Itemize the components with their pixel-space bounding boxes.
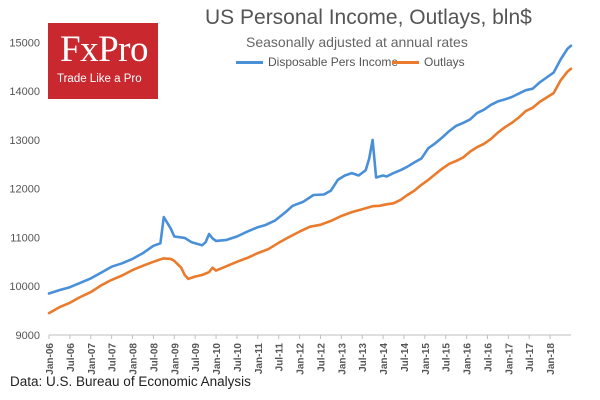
x-tick-label: Jan-06 xyxy=(45,343,56,375)
logo-brand-name: FxPro xyxy=(60,29,148,70)
legend-item-outlays: Outlays xyxy=(392,55,465,69)
logo-tagline: Trade Like a Pro xyxy=(57,73,142,85)
x-tick-label: Jul-13 xyxy=(358,343,369,372)
x-tick-label: Jul-08 xyxy=(149,343,160,372)
series-line-disposable-income xyxy=(47,44,573,295)
x-tick-label: Jul-12 xyxy=(316,343,327,372)
x-tick-label: Jan-18 xyxy=(546,343,557,375)
x-tick-label: Jan-12 xyxy=(296,343,307,375)
x-tick-label: Jul-14 xyxy=(400,343,411,372)
legend-item-income: Disposable Pers Income xyxy=(236,55,398,69)
y-tick-label: 10000 xyxy=(9,281,40,293)
y-tick-label: 9000 xyxy=(16,330,40,342)
x-tick-label: Jan-07 xyxy=(87,343,98,375)
x-tick-label: Jul-09 xyxy=(191,343,202,372)
chart-subtitle: Seasonally adjusted at annual rates xyxy=(246,34,468,50)
x-tick-label: Jan-14 xyxy=(379,343,390,375)
x-tick-label: Jul-16 xyxy=(483,343,494,372)
series-line-outlays xyxy=(47,67,573,315)
x-tick-label: Jul-07 xyxy=(108,343,119,372)
x-tick-label: Jan-16 xyxy=(463,343,474,375)
y-tick-label: 13000 xyxy=(9,135,40,147)
x-tick-label: Jan-08 xyxy=(129,343,140,375)
x-tick-label: Jan-13 xyxy=(337,343,348,375)
chart-title: US Personal Income, Outlays, bln$ xyxy=(205,6,532,29)
legend-swatch-income xyxy=(236,60,263,64)
source-note: Data: U.S. Bureau of Economic Analysis xyxy=(10,374,251,389)
x-tick-label: Jul-06 xyxy=(66,343,77,372)
y-tick-label: 14000 xyxy=(9,86,40,98)
x-tick-label: Jan-15 xyxy=(421,343,432,375)
y-tick-label: 15000 xyxy=(9,37,40,49)
legend-swatch-outlays xyxy=(392,60,419,64)
y-tick-label: 12000 xyxy=(9,184,40,196)
x-tick-label: Jan-11 xyxy=(254,343,265,375)
x-tick-label: Jul-10 xyxy=(233,343,244,372)
x-tick-label: Jul-17 xyxy=(525,343,536,372)
x-tick-label: Jul-11 xyxy=(275,343,286,372)
fxpro-logo: FxPro Trade Like a Pro xyxy=(48,23,158,99)
legend-label-income: Disposable Pers Income xyxy=(268,55,399,69)
legend-label-outlays: Outlays xyxy=(424,55,465,69)
x-tick-label: Jan-17 xyxy=(504,343,515,375)
x-tick-label: Jul-15 xyxy=(442,343,453,372)
x-tick-label: Jan-10 xyxy=(212,343,223,375)
y-tick-label: 11000 xyxy=(10,232,40,244)
x-tick-label: Jan-09 xyxy=(170,343,181,375)
